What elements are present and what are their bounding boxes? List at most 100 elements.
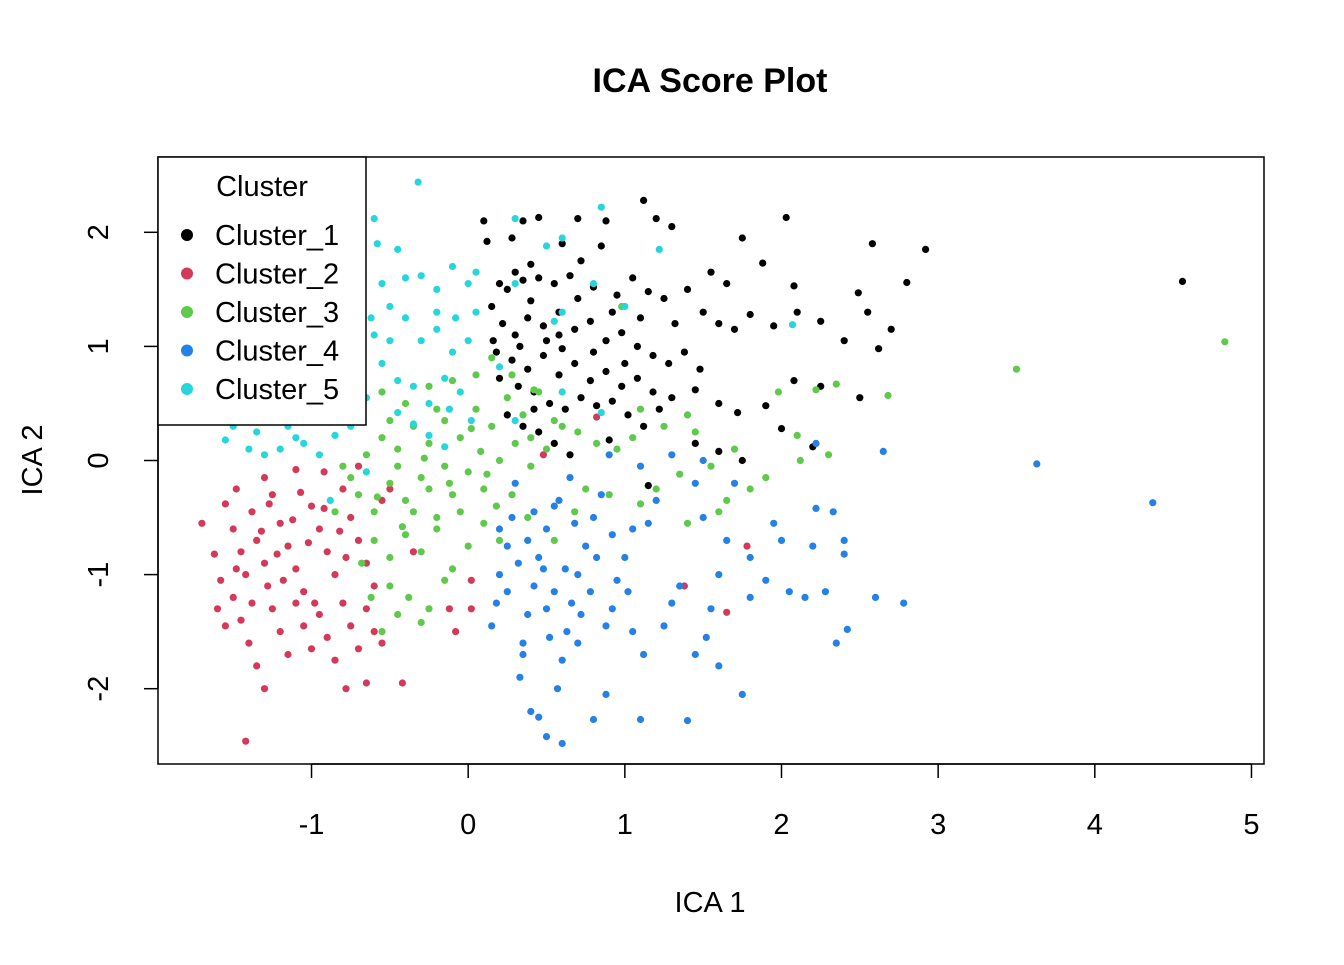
x-tick-label: -1 — [299, 809, 325, 841]
data-point — [503, 394, 511, 402]
data-point — [292, 466, 300, 474]
data-point — [715, 320, 723, 328]
data-point — [386, 485, 394, 493]
data-point — [342, 553, 350, 562]
data-point — [558, 422, 566, 430]
data-point — [608, 605, 616, 613]
data-point — [542, 242, 551, 250]
data-point — [558, 234, 566, 242]
data-point — [821, 588, 830, 596]
data-point — [550, 417, 558, 425]
data-point — [499, 320, 507, 328]
data-point — [260, 559, 269, 567]
data-point — [405, 593, 413, 602]
data-point — [441, 462, 449, 470]
data-point — [539, 565, 548, 573]
data-point — [832, 639, 840, 647]
data-point — [378, 628, 386, 636]
data-point — [378, 280, 386, 288]
data-point — [477, 447, 485, 455]
data-point — [488, 354, 496, 362]
data-point — [832, 380, 840, 388]
data-point — [370, 331, 378, 339]
legend-item: Cluster_4 — [181, 336, 339, 368]
data-point — [770, 519, 778, 527]
data-point — [503, 588, 511, 596]
data-point — [495, 280, 504, 288]
x-tick-label: 5 — [1243, 809, 1259, 841]
data-point — [386, 337, 394, 345]
data-point — [323, 633, 331, 642]
data-point — [253, 536, 261, 545]
data-point — [519, 650, 527, 659]
legend-label: Cluster_4 — [215, 336, 339, 368]
data-point — [734, 409, 742, 417]
data-point — [636, 462, 645, 470]
data-point — [511, 439, 519, 447]
data-point — [514, 382, 522, 390]
data-point — [511, 479, 519, 487]
data-point — [762, 402, 770, 410]
data-point — [542, 525, 551, 533]
data-point — [652, 215, 660, 223]
data-point — [378, 434, 386, 442]
data-point — [492, 502, 500, 510]
data-point — [508, 234, 516, 242]
data-point — [550, 536, 558, 545]
data-point — [260, 685, 269, 693]
data-point — [812, 504, 820, 512]
data-point — [441, 374, 449, 382]
data-point — [229, 525, 237, 533]
data-point — [801, 593, 809, 602]
data-point — [738, 234, 746, 242]
data-point — [264, 582, 272, 590]
data-point — [292, 599, 300, 607]
series-cluster-2 — [198, 413, 751, 745]
data-point — [331, 508, 339, 516]
data-point — [339, 462, 347, 470]
y-tick-label: 0 — [83, 452, 115, 468]
legend-box — [157, 156, 367, 426]
data-point — [265, 500, 273, 508]
y-tick-label: -2 — [83, 676, 115, 702]
data-point — [480, 485, 488, 493]
legend-label: Cluster_5 — [215, 374, 339, 406]
data-point — [370, 508, 378, 516]
data-point — [425, 605, 433, 613]
data-point — [511, 268, 519, 276]
data-point — [633, 342, 642, 350]
data-point — [676, 582, 684, 590]
data-point — [514, 559, 522, 567]
data-point — [900, 599, 908, 607]
x-tick-label: 1 — [617, 809, 633, 841]
data-point — [297, 488, 305, 496]
data-point — [875, 345, 883, 353]
data-point — [527, 260, 535, 268]
data-point — [566, 272, 574, 280]
data-point — [401, 314, 410, 322]
data-point — [738, 456, 746, 465]
data-point — [452, 628, 460, 636]
data-point — [812, 439, 820, 447]
data-point — [563, 628, 571, 636]
data-point — [535, 428, 543, 436]
data-point — [550, 280, 558, 288]
data-point — [707, 268, 715, 276]
data-point — [503, 411, 511, 419]
data-point — [715, 508, 723, 516]
data-point — [707, 462, 715, 470]
data-point — [394, 445, 402, 453]
data-point — [347, 622, 355, 630]
data-point — [539, 451, 548, 459]
data-point — [618, 329, 626, 337]
data-point — [571, 325, 579, 333]
data-point — [273, 550, 281, 558]
data-point — [868, 240, 877, 248]
data-point — [730, 325, 739, 333]
data-point — [362, 605, 370, 613]
data-point — [762, 474, 770, 482]
data-point — [326, 496, 334, 504]
data-point — [788, 321, 797, 329]
data-point — [555, 496, 563, 504]
data-point — [702, 633, 710, 642]
